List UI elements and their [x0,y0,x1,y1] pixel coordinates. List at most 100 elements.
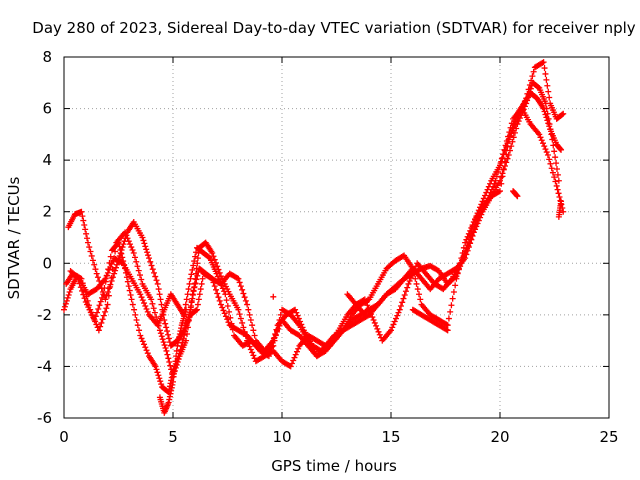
data-point [466,239,473,246]
x-tick-label: 10 [272,428,291,446]
data-point [141,341,148,348]
data-point [457,260,464,267]
data-point [546,94,553,101]
data-point [92,266,99,273]
data-point [546,156,553,163]
data-point [228,320,235,327]
data-point [157,378,164,385]
data-point [392,315,399,322]
data-point [548,131,555,138]
data-point [465,230,472,237]
data-point [514,193,521,200]
data-point [124,235,131,242]
data-point [250,352,257,359]
data-point [95,305,102,312]
data-point [247,317,254,324]
data-point [544,82,551,89]
data-point [473,217,480,224]
data-point [84,297,91,304]
data-point [526,81,533,88]
data-point [168,366,175,373]
data-point [192,280,199,287]
data-point [157,330,164,337]
data-point [89,257,96,264]
data-point [137,332,144,339]
data-point [523,95,530,102]
data-point [88,252,95,259]
data-point [141,300,148,307]
data-point [463,245,470,252]
data-point [80,217,87,224]
data-point [543,105,550,112]
data-point [63,297,70,304]
data-point [193,307,200,314]
y-tick-label: 4 [42,151,52,169]
data-point [444,322,451,329]
data-point [553,160,560,167]
data-point [521,98,528,105]
data-point [543,149,550,156]
data-point [218,282,225,289]
data-point [199,275,206,282]
data-point [94,274,101,281]
data-point [543,76,550,83]
data-point [483,198,490,205]
data-point [127,241,134,248]
data-point [172,358,179,365]
data-point [158,301,165,308]
plot-frame [63,56,610,419]
data-point [124,278,131,285]
data-point [184,291,191,298]
data-point [154,369,161,376]
data-point [142,303,149,310]
data-point [217,301,224,308]
data-point [537,134,544,141]
data-point [131,306,138,313]
data-point [277,311,284,318]
data-point [157,296,164,303]
data-point [249,349,256,356]
data-point [152,363,159,370]
data-point [107,283,114,290]
data-point [216,276,223,283]
data-point [155,372,162,379]
data-point [221,310,228,317]
data-point [389,324,396,331]
data-point [93,270,100,277]
data-point [220,307,227,314]
data-point [191,283,198,290]
data-point [161,317,168,324]
data-point [153,366,160,373]
data-point [444,327,451,334]
data-point [510,134,517,141]
data-point [555,190,562,197]
data-point [551,148,558,155]
data-point [136,327,143,334]
data-point [541,65,548,72]
data-point [141,240,148,247]
data-point [490,183,497,190]
data-point [556,193,563,200]
data-point [237,283,244,290]
data-point [148,296,155,303]
data-point [500,165,507,172]
data-point [508,143,515,150]
data-point [163,347,170,354]
data-point [173,347,180,354]
data-point [267,348,274,355]
data-point [503,137,510,144]
data-point [227,314,234,321]
data-point [143,347,150,354]
data-point [467,227,474,234]
data-point [499,173,506,180]
chart-title: Day 280 of 2023, Sidereal Day-to-day VTE… [32,19,635,37]
data-point [142,344,149,351]
data-point [241,294,248,301]
data-point [553,165,560,172]
data-point [92,318,99,325]
data-point [402,288,409,295]
data-point [539,140,546,147]
data-point [188,297,195,304]
x-tick-label: 25 [599,428,618,446]
data-point [236,311,243,318]
